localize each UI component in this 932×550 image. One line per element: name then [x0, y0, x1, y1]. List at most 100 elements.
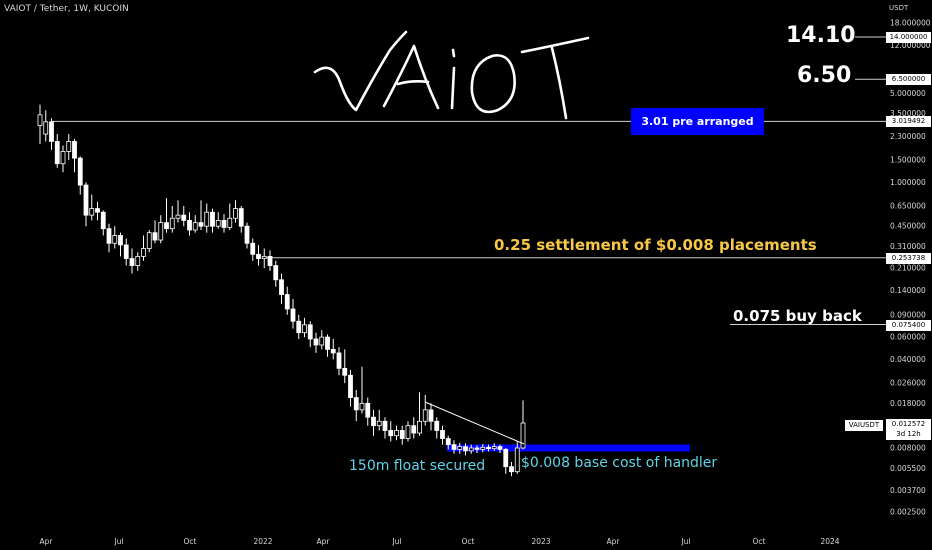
- candle: [77, 156, 83, 195]
- candle: [279, 273, 284, 304]
- candle-body-down: [451, 444, 457, 450]
- candle-body-down: [503, 448, 509, 468]
- candle: [72, 138, 77, 173]
- settlement-label: 0.25 settlement of $0.008 placements: [494, 236, 817, 254]
- candle-body-up: [37, 114, 43, 126]
- candle-body-up: [43, 121, 49, 135]
- candle-body-down: [279, 279, 284, 295]
- current-price-value: 0.012572: [891, 420, 926, 428]
- y-tick-label-17: 0.008000: [890, 444, 926, 453]
- handwritten-letter-i: [450, 48, 456, 110]
- candle: [54, 134, 60, 168]
- candle-body-down: [72, 141, 77, 159]
- candle: [158, 215, 164, 244]
- candle-body-down: [129, 258, 135, 266]
- descending-trendline: [424, 401, 525, 445]
- candle-body-down: [440, 430, 445, 439]
- candle-body-down: [382, 420, 388, 431]
- handwritten-letter-t: [520, 36, 590, 120]
- y-tick-label-16: 0.018000: [890, 399, 926, 408]
- candle: [307, 321, 313, 348]
- candle: [204, 203, 210, 233]
- candle: [365, 397, 371, 426]
- x-tick-label-8: Apr: [607, 537, 621, 546]
- candle: [261, 248, 267, 269]
- y-tick-label-7: 0.650000: [890, 201, 926, 210]
- candle: [330, 338, 336, 360]
- candle: [215, 212, 221, 229]
- candle: [509, 462, 514, 477]
- candle-body-up: [135, 255, 141, 266]
- x-tick-label-11: 2024: [820, 537, 839, 546]
- y-tick-label-0: 18.000000: [890, 19, 931, 28]
- candle-body-down: [164, 222, 169, 230]
- price-level-lines: [52, 36, 886, 326]
- y-tick-label-10: 0.210000: [890, 264, 926, 273]
- candle-body-up: [112, 235, 118, 244]
- candle: [302, 317, 307, 338]
- candle: [376, 409, 382, 431]
- candle: [325, 334, 330, 357]
- candle: [503, 448, 509, 474]
- y-tick-label-2: 5.000000: [890, 89, 926, 98]
- candle-body-down: [348, 374, 353, 398]
- candle: [428, 403, 434, 431]
- y-tick-label-5: 1.500000: [890, 155, 926, 164]
- price-tag-0-075: 0.075400: [886, 320, 931, 331]
- candle-body-up: [359, 402, 365, 411]
- buy-back-label: 0.075 buy back: [733, 307, 862, 325]
- candle-body-down: [434, 420, 440, 431]
- candle: [290, 298, 296, 329]
- candle: [319, 330, 325, 350]
- candle: [359, 366, 365, 414]
- candle: [353, 389, 359, 422]
- candle-body-down: [353, 397, 359, 411]
- candle: [457, 442, 463, 454]
- candle: [514, 441, 520, 474]
- candle: [112, 226, 118, 249]
- candle: [463, 443, 468, 456]
- base-zone-layer: [447, 444, 690, 452]
- candle: [118, 232, 123, 257]
- candle-body-down: [54, 141, 60, 165]
- handwritten-letter-v: [313, 30, 408, 112]
- symbol-label[interactable]: VAIOT / Tether, 1W, KUCOIN: [4, 4, 129, 14]
- candle-body-up: [146, 232, 152, 249]
- x-tick-label-6: Oct: [462, 537, 475, 546]
- candle-body-up: [514, 447, 520, 473]
- x-tick-label-7: 2023: [531, 537, 550, 546]
- candle: [342, 349, 348, 384]
- y-tick-label-3: 3.500000: [890, 109, 926, 118]
- candle-body-down: [399, 430, 405, 439]
- candle-body-down: [290, 308, 296, 322]
- candle-body-up: [215, 220, 221, 227]
- candle-body-down: [273, 265, 279, 281]
- candle: [221, 214, 227, 233]
- candle-body-down: [428, 409, 434, 422]
- candle: [187, 212, 192, 236]
- candle: [336, 347, 342, 376]
- y-tick-label-8: 0.450000: [890, 222, 926, 231]
- candle-body-down: [330, 348, 336, 354]
- price-axis[interactable]: 18.000000 12.000000 5.000000 3.500000 2.3000…: [890, 19, 931, 517]
- candle-body-up: [204, 211, 210, 227]
- candle-body-down: [221, 220, 227, 228]
- handwritten-letter-a: [382, 44, 440, 110]
- candle: [411, 417, 417, 439]
- time-axis[interactable]: Apr Jul Oct 2022 Apr Jul Oct 2023 Apr Jul Oct 2024: [40, 537, 840, 546]
- candle-body-up: [480, 446, 486, 450]
- candle-body-up: [491, 446, 497, 450]
- candle: [267, 250, 273, 271]
- y-tick-label-20: 0.002500: [890, 508, 926, 517]
- x-tick-label-5: Jul: [391, 537, 401, 546]
- candle: [244, 222, 250, 249]
- vaiot-handwritten-title: [313, 30, 590, 120]
- candle-body-down: [365, 402, 371, 418]
- target-label-6-50: 6.50: [797, 63, 852, 88]
- price-tag-14: 14.000000: [886, 32, 931, 43]
- candle-body-down: [445, 438, 451, 446]
- candle-body-down: [49, 121, 54, 142]
- candle: [146, 229, 152, 253]
- candle: [434, 417, 440, 439]
